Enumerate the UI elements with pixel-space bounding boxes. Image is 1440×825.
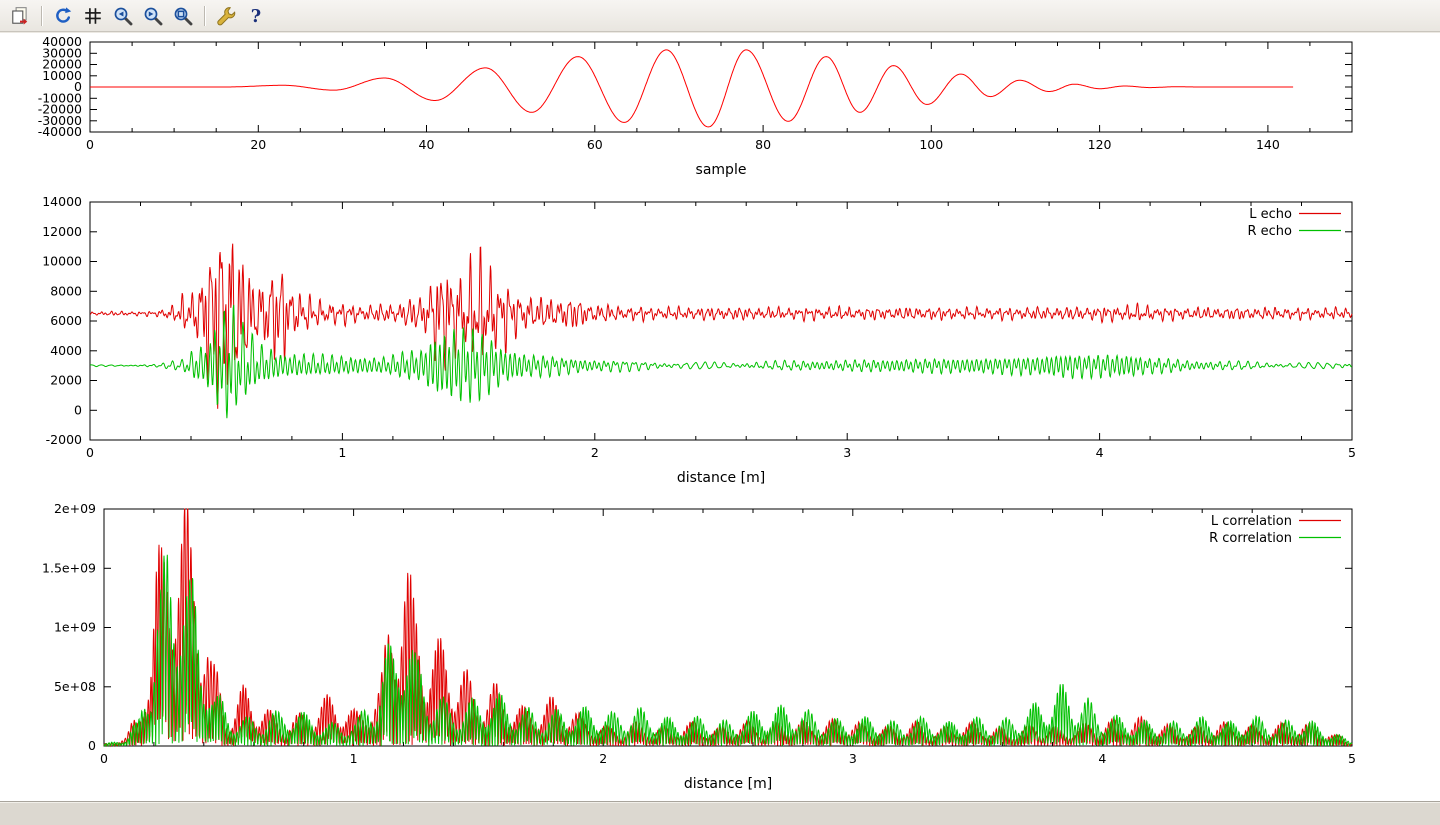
x-tick-label: 20 xyxy=(250,137,266,152)
toolbar-separator xyxy=(204,5,205,26)
x-tick-label: 2 xyxy=(599,751,607,766)
help-icon: ? xyxy=(246,6,266,26)
x-tick-label: 0 xyxy=(86,137,94,152)
y-tick-label: 0 xyxy=(88,738,96,753)
y-tick-label: 5e+08 xyxy=(54,679,96,694)
x-tick-label: 3 xyxy=(843,445,851,460)
x-tick-label: 100 xyxy=(919,137,943,152)
x-tick-label: 2 xyxy=(591,445,599,460)
toolbar-button-zoom-previous[interactable] xyxy=(109,2,137,30)
chart-pulse[interactable]: 0 20 40 60 80 100 120 140 -40000-30000-20000-100… xyxy=(0,33,1440,193)
y-tick-label: -10000 xyxy=(38,90,82,105)
y-tick-label: 2e+09 xyxy=(54,503,96,516)
y-tick-label: 40000 xyxy=(42,34,82,49)
legend-label: L correlation xyxy=(1211,514,1292,529)
x-tick-label: 5 xyxy=(1348,445,1356,460)
y-tick-label: 1.5e+09 xyxy=(42,560,96,575)
x-axis-label: distance [m] xyxy=(684,776,772,792)
plot-border xyxy=(89,201,1353,441)
y-tick-label: 4000 xyxy=(50,343,82,358)
y-tick-label: 14000 xyxy=(42,194,82,209)
autoscale-icon xyxy=(173,6,193,26)
toolbar-button-copy[interactable] xyxy=(6,2,34,30)
y-tick-label: 10000 xyxy=(42,254,82,269)
series-R-correlation xyxy=(103,554,1353,748)
x-tick-label: 140 xyxy=(1256,137,1280,152)
x-tick-label: 4 xyxy=(1098,751,1106,766)
toolbar-button-grid[interactable] xyxy=(79,2,107,30)
x-tick-label: 60 xyxy=(587,137,603,152)
x-tick-label: 120 xyxy=(1088,137,1112,152)
x-axis-label: sample xyxy=(696,162,747,178)
x-tick-label: 0 xyxy=(100,751,108,766)
x-tick-label: 4 xyxy=(1096,445,1104,460)
zoom-next-icon xyxy=(143,6,163,26)
y-tick-label: 30000 xyxy=(42,45,82,60)
status-bar xyxy=(0,801,1440,825)
y-tick-label: -30000 xyxy=(38,113,82,128)
y-tick-label: -20000 xyxy=(38,102,82,117)
series-L-echo xyxy=(89,243,1353,409)
toolbar-button-replot[interactable] xyxy=(49,2,77,30)
plot-canvas: 0 20 40 60 80 100 120 140 -40000 -30000 -20000 -100… xyxy=(0,33,1440,801)
series-chirp-pulse xyxy=(90,49,1294,128)
y-tick-label: 8000 xyxy=(50,283,82,298)
y-tick-label: 12000 xyxy=(42,224,82,239)
legend-label: L echo xyxy=(1249,207,1292,222)
legend-label: R correlation xyxy=(1209,531,1292,546)
y-tick-label: 0 xyxy=(74,402,82,417)
x-tick-label: 3 xyxy=(849,751,857,766)
chart-echo[interactable]: 0 1 2 3 4 5 -2000 0 2000 4000 6000 8000 10000 12000 14… xyxy=(0,193,1440,503)
y-tick-label: 20000 xyxy=(42,57,82,72)
x-tick-label: 40 xyxy=(419,137,435,152)
y-tick-label: 10000 xyxy=(42,68,82,83)
y-tick-label: 1e+09 xyxy=(54,620,96,635)
plot-border xyxy=(103,508,1353,747)
legend-label: R echo xyxy=(1247,224,1292,239)
zoom-previous-icon xyxy=(113,6,133,26)
x-tick-label: 1 xyxy=(338,445,346,460)
toolbar-button-help[interactable]: ? xyxy=(242,2,270,30)
x-tick-label: 5 xyxy=(1348,751,1356,766)
wrench-icon xyxy=(216,6,236,26)
series-R-echo xyxy=(89,304,1353,419)
series-L-correlation xyxy=(103,508,1353,748)
x-tick-label: 0 xyxy=(86,445,94,460)
toolbar-button-autoscale[interactable] xyxy=(169,2,197,30)
toolbar-button-zoom-next[interactable] xyxy=(139,2,167,30)
chart-correlation[interactable]: 0 1 2 3 4 5 0 5e+08 1e+09 1.5e+09 2e+09 L correlati… xyxy=(0,503,1440,800)
y-tick-label: -2000 xyxy=(46,432,82,447)
refresh-icon xyxy=(53,6,73,26)
toolbar-button-config[interactable] xyxy=(212,2,240,30)
x-axis-label: distance [m] xyxy=(677,470,765,486)
copy-icon xyxy=(10,6,30,26)
y-tick-label: 0 xyxy=(74,79,82,94)
x-tick-label: 80 xyxy=(755,137,771,152)
y-tick-label: -40000 xyxy=(38,124,82,139)
toolbar: ? xyxy=(0,0,1440,32)
svg-text:?: ? xyxy=(251,6,261,26)
y-tick-label: 6000 xyxy=(50,313,82,328)
grid-icon xyxy=(83,6,103,26)
toolbar-separator xyxy=(41,5,42,26)
y-tick-label: 2000 xyxy=(50,373,82,388)
x-tick-label: 1 xyxy=(350,751,358,766)
